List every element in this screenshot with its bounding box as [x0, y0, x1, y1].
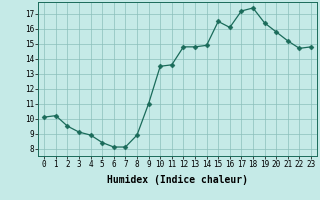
X-axis label: Humidex (Indice chaleur): Humidex (Indice chaleur) [107, 175, 248, 185]
